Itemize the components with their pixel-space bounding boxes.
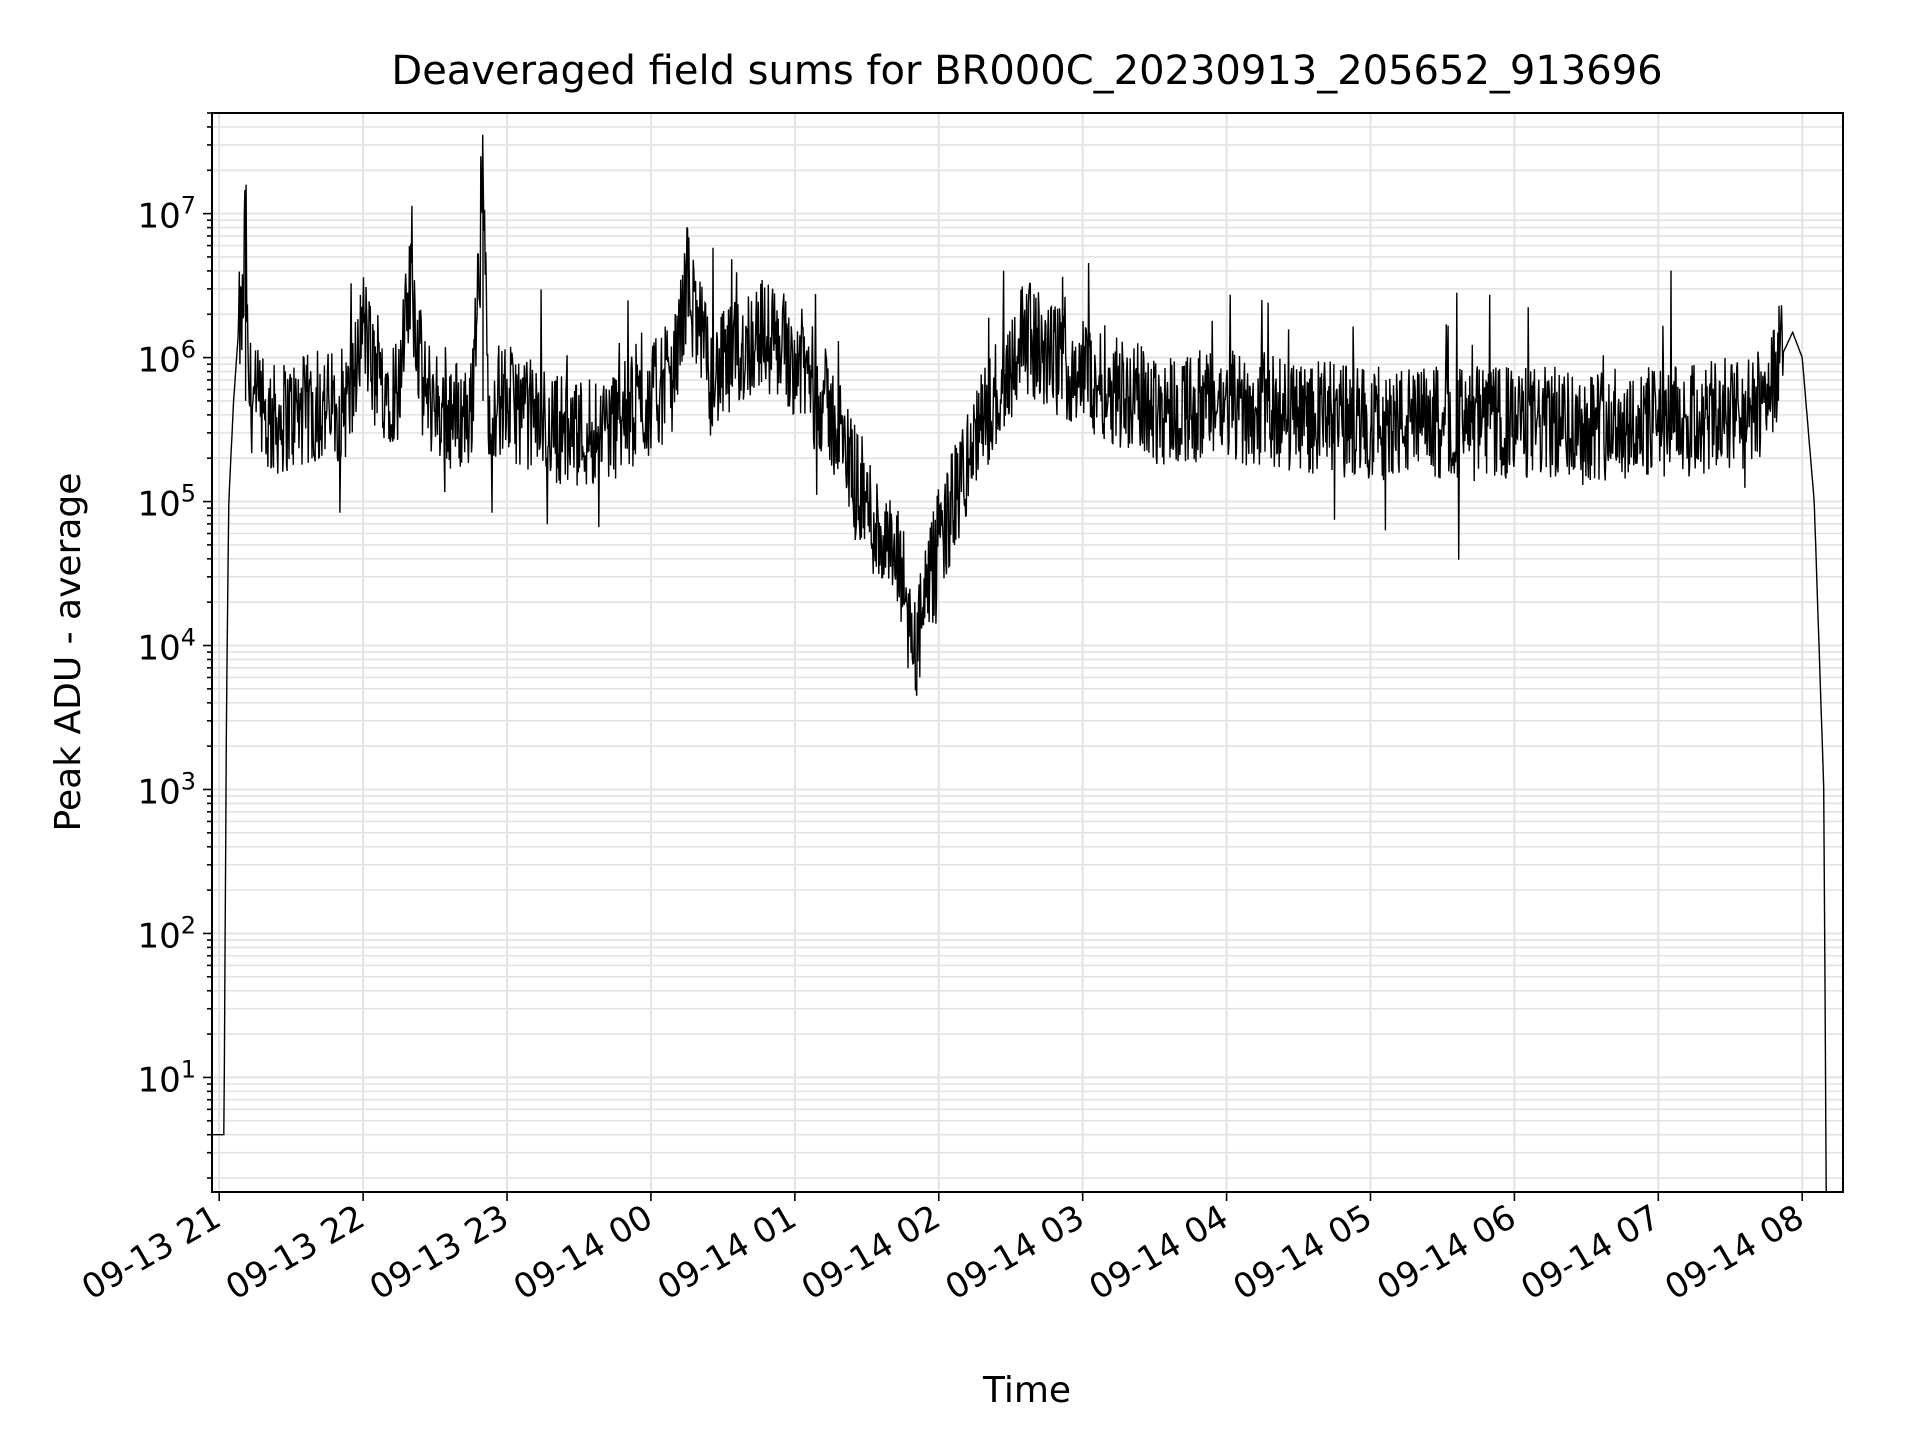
x-tick-label: 09-14 08 <box>1658 1197 1810 1308</box>
y-axis-label: Peak ADU - average <box>48 473 89 832</box>
x-tick-label: 09-14 01 <box>651 1197 803 1308</box>
x-tick-label: 09-14 06 <box>1371 1197 1523 1308</box>
x-tick-label: 09-14 05 <box>1227 1197 1379 1308</box>
y-tick-label: 103 <box>137 767 196 812</box>
series-line <box>212 134 1827 1193</box>
y-tick-label: 101 <box>137 1055 196 1100</box>
plot-area <box>212 134 1827 1193</box>
x-tick-label: 09-14 03 <box>939 1197 1091 1308</box>
y-tick-label: 106 <box>137 336 196 381</box>
x-tick-label: 09-14 07 <box>1514 1197 1666 1308</box>
y-tick-label: 102 <box>137 911 196 956</box>
grid <box>212 112 1843 1192</box>
x-tick-label: 09-14 04 <box>1083 1197 1235 1308</box>
y-tick-label: 105 <box>137 480 196 525</box>
x-tick-label: 09-13 22 <box>219 1197 371 1308</box>
x-tick-label: 09-13 23 <box>363 1197 515 1308</box>
x-tick-label: 09-14 02 <box>795 1197 947 1308</box>
y-tick-label: 107 <box>137 192 196 237</box>
x-tick-label: 09-14 00 <box>507 1197 659 1308</box>
x-tick-label: 09-13 21 <box>75 1197 227 1308</box>
y-tick-label: 104 <box>137 624 196 669</box>
chart-title: Deaveraged field sums for BR000C_2023091… <box>391 48 1662 94</box>
x-axis-label: Time <box>982 1370 1071 1411</box>
